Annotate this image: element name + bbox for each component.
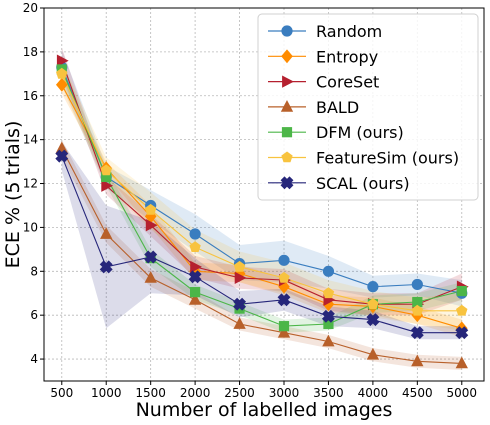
- data-point: [411, 278, 423, 291]
- confidence-band: [61, 141, 462, 340]
- x-axis-label: Number of labelled images: [136, 399, 393, 421]
- legend-label: DFM (ours): [316, 123, 404, 142]
- x-tick-label: 2000: [180, 386, 211, 400]
- confidence-band: [61, 139, 462, 370]
- data-point: [277, 293, 291, 307]
- data-point: [188, 270, 202, 284]
- x-tick-label: 5000: [447, 386, 478, 400]
- legend-marker: [281, 25, 293, 37]
- legend-label: SCAL (ours): [316, 174, 410, 193]
- legend-label: Entropy: [316, 47, 378, 66]
- y-tick-label: 8: [30, 264, 38, 278]
- series-markers: [55, 54, 469, 369]
- x-tick-label: 2500: [224, 386, 255, 400]
- data-point: [234, 271, 247, 285]
- data-point: [144, 250, 158, 264]
- data-point: [56, 67, 68, 79]
- x-tick-label: 1000: [91, 386, 122, 400]
- data-point: [410, 326, 424, 340]
- x-tick-labels: 500 1000 1500 2000 2500 3000 3500 4000 4500 5000: [50, 381, 477, 400]
- data-point: [278, 321, 290, 332]
- data-point: [411, 354, 424, 367]
- legend: Random Entropy CoreSet BALD DFM (ours) Featur…: [257, 13, 479, 201]
- legend-marker: [280, 176, 294, 190]
- data-point: [367, 298, 379, 310]
- y-tick-label: 6: [30, 308, 38, 322]
- data-point: [233, 260, 246, 272]
- data-point: [190, 260, 202, 274]
- legend-marker: [282, 75, 294, 88]
- y-tick-label: 12: [23, 177, 38, 191]
- legend-marker: [281, 127, 293, 138]
- series-lines: [61, 60, 463, 364]
- data-point: [55, 77, 68, 92]
- data-point: [322, 334, 335, 347]
- data-point: [189, 241, 201, 253]
- x-tick-label: 4500: [402, 386, 433, 400]
- series-line: [61, 73, 462, 312]
- legend-box: [257, 13, 479, 201]
- data-point: [322, 287, 335, 299]
- series-line: [61, 66, 462, 294]
- series-line: [61, 155, 462, 334]
- x-tick-label: 1500: [135, 386, 166, 400]
- legend-marker: [281, 49, 293, 64]
- y-tick-label: 16: [23, 89, 38, 103]
- series-line: [61, 60, 463, 305]
- data-point: [189, 228, 201, 240]
- data-point: [278, 271, 290, 283]
- y-tick-label: 14: [23, 133, 38, 147]
- data-point: [456, 304, 468, 316]
- y-tick-label: 10: [23, 220, 38, 234]
- data-point: [366, 347, 380, 360]
- y-tick-label: 20: [23, 1, 38, 15]
- data-point: [277, 325, 291, 338]
- data-point: [455, 326, 469, 340]
- legend-marker: [281, 151, 293, 163]
- data-point: [321, 309, 335, 323]
- confidence-band: [61, 49, 462, 307]
- data-point: [455, 356, 468, 369]
- legend-label: CoreSet: [316, 73, 379, 92]
- data-point: [367, 281, 379, 293]
- y-axis-label: ECE % (5 trials): [2, 121, 24, 269]
- data-point: [233, 317, 246, 329]
- data-point: [99, 260, 113, 274]
- x-tick-label: 500: [50, 386, 73, 400]
- plot-frame: [43, 7, 485, 382]
- data-point: [188, 292, 202, 305]
- series-line: [61, 84, 462, 329]
- data-point: [100, 164, 112, 176]
- x-tick-label: 3500: [313, 386, 344, 400]
- legend-label: FeatureSim (ours): [316, 149, 459, 168]
- data-point: [322, 265, 335, 277]
- data-point: [366, 313, 380, 327]
- data-point: [145, 219, 158, 232]
- y-tick-labels: 4 6 8 10 12 14 16 18 20: [23, 1, 44, 366]
- data-point: [56, 54, 69, 67]
- data-point: [100, 227, 113, 239]
- data-point: [411, 304, 424, 316]
- y-tick-label: 4: [30, 352, 38, 366]
- confidence-band: [61, 60, 462, 333]
- legend-label: BALD: [316, 98, 359, 117]
- data-point: [233, 297, 247, 311]
- series-line: [61, 69, 462, 327]
- data-point: [190, 287, 201, 298]
- y-tick-label: 18: [23, 45, 38, 59]
- data-point: [144, 271, 157, 283]
- x-tick-label: 3000: [269, 386, 300, 400]
- data-point: [55, 149, 69, 163]
- x-tick-label: 4000: [358, 386, 389, 400]
- data-point: [101, 179, 114, 192]
- data-point: [456, 285, 467, 297]
- series-line: [61, 148, 462, 364]
- legend-marker: [280, 100, 294, 112]
- data-point: [278, 254, 290, 266]
- data-point: [144, 203, 157, 215]
- legend-label: Random: [316, 22, 382, 41]
